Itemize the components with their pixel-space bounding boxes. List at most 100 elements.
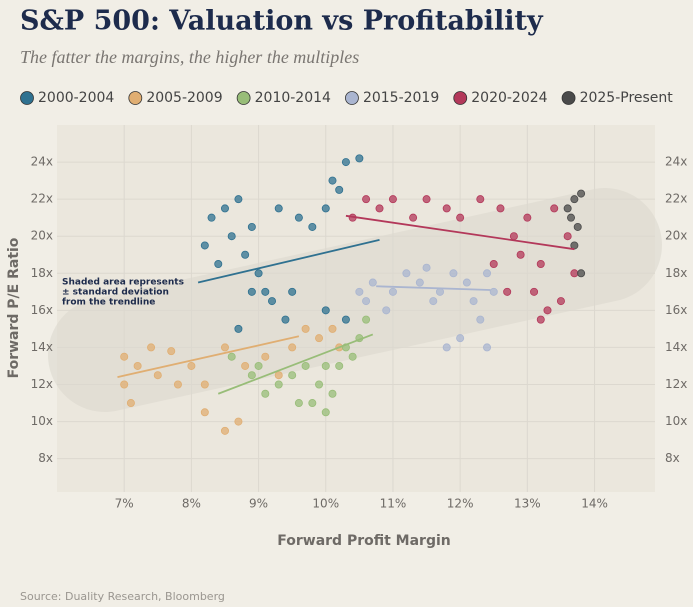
data-point (294, 213, 303, 222)
trendline (217, 333, 374, 395)
y-tick-label: 8x (38, 451, 53, 465)
data-point (348, 352, 357, 361)
y-tick-label: 24x (665, 155, 687, 169)
legend-label: 2020-2024 (471, 90, 547, 106)
data-point (335, 185, 344, 194)
data-point (496, 204, 505, 213)
trendline (117, 335, 300, 378)
annotation: ± standard deviation (62, 288, 169, 298)
y-tick-label: 16x (665, 303, 687, 317)
data-point (570, 195, 579, 204)
y-axis-label: Forward P/E Ratio (6, 237, 22, 378)
data-point (328, 389, 337, 398)
y-tick-label: 18x (665, 266, 687, 280)
legend-label: 2000-2004 (38, 90, 114, 106)
x-tick-label: 10% (312, 497, 339, 511)
data-point (483, 269, 492, 278)
data-point (382, 306, 391, 315)
y-tick-label: 16x (31, 303, 53, 317)
data-point (187, 361, 196, 370)
data-point (328, 176, 337, 185)
data-point (362, 195, 371, 204)
data-point (254, 269, 263, 278)
data-point (234, 417, 243, 426)
data-point (503, 287, 512, 296)
chart-subtitle: The fatter the margins, the higher the m… (20, 47, 359, 67)
data-point (489, 260, 498, 269)
data-point (241, 361, 250, 370)
legend-marker (128, 91, 143, 105)
data-point (220, 343, 229, 352)
data-point (120, 352, 129, 361)
y-tick-label: 10x (31, 414, 53, 428)
y-tick-label: 20x (665, 229, 687, 243)
data-point (456, 213, 465, 222)
data-point (563, 204, 572, 213)
x-tick-label: 13% (514, 497, 541, 511)
data-point (341, 315, 350, 324)
data-point (543, 306, 552, 315)
chart-title: S&P 500: Valuation vs Profitability (20, 6, 544, 37)
y-tick-label: 20x (31, 229, 53, 243)
data-point (261, 287, 270, 296)
legend-label: 2015-2019 (363, 90, 439, 106)
data-point (207, 213, 216, 222)
data-point (241, 250, 250, 259)
data-point (308, 399, 317, 408)
data-point (247, 222, 256, 231)
data-point (234, 195, 243, 204)
data-point (288, 343, 297, 352)
data-point (200, 408, 209, 417)
y-tick-label: 10x (665, 414, 687, 428)
data-point (227, 352, 236, 361)
data-point (153, 371, 162, 380)
data-point (301, 361, 310, 370)
data-point (442, 343, 451, 352)
data-point (509, 232, 518, 241)
legend-marker (453, 91, 468, 105)
data-point (536, 260, 545, 269)
data-point (483, 343, 492, 352)
data-point (577, 189, 586, 198)
data-point (476, 315, 485, 324)
legend-label: 2025-Present (580, 90, 674, 106)
data-point (442, 204, 451, 213)
data-point (288, 287, 297, 296)
data-point (570, 269, 579, 278)
data-point (281, 315, 290, 324)
data-point (227, 232, 236, 241)
data-point (321, 361, 330, 370)
data-point (516, 250, 525, 259)
std-band (47, 187, 662, 413)
data-point (341, 158, 350, 167)
y-tick-label: 18x (31, 266, 53, 280)
data-point (315, 380, 324, 389)
trendline (197, 239, 380, 284)
data-point (362, 297, 371, 306)
data-point (315, 334, 324, 343)
y-tick-label: 24x (31, 155, 53, 169)
trendline (376, 285, 491, 291)
data-point (449, 269, 458, 278)
x-tick-label: 9% (249, 497, 268, 511)
data-point (355, 287, 364, 296)
data-point (328, 324, 337, 333)
y-tick-label: 12x (31, 377, 53, 391)
y-tick-label: 8x (665, 451, 680, 465)
data-point (409, 213, 418, 222)
data-point (335, 361, 344, 370)
data-point (523, 213, 532, 222)
data-point (261, 352, 270, 361)
data-point (321, 204, 330, 213)
data-point (261, 389, 270, 398)
data-point (288, 371, 297, 380)
data-point (422, 263, 431, 272)
data-point (567, 213, 576, 222)
x-tick-label: 12% (447, 497, 474, 511)
legend-label: 2010-2014 (255, 90, 331, 106)
data-point (274, 371, 283, 380)
data-point (462, 278, 471, 287)
data-point (321, 306, 330, 315)
y-tick-label: 14x (665, 340, 687, 354)
